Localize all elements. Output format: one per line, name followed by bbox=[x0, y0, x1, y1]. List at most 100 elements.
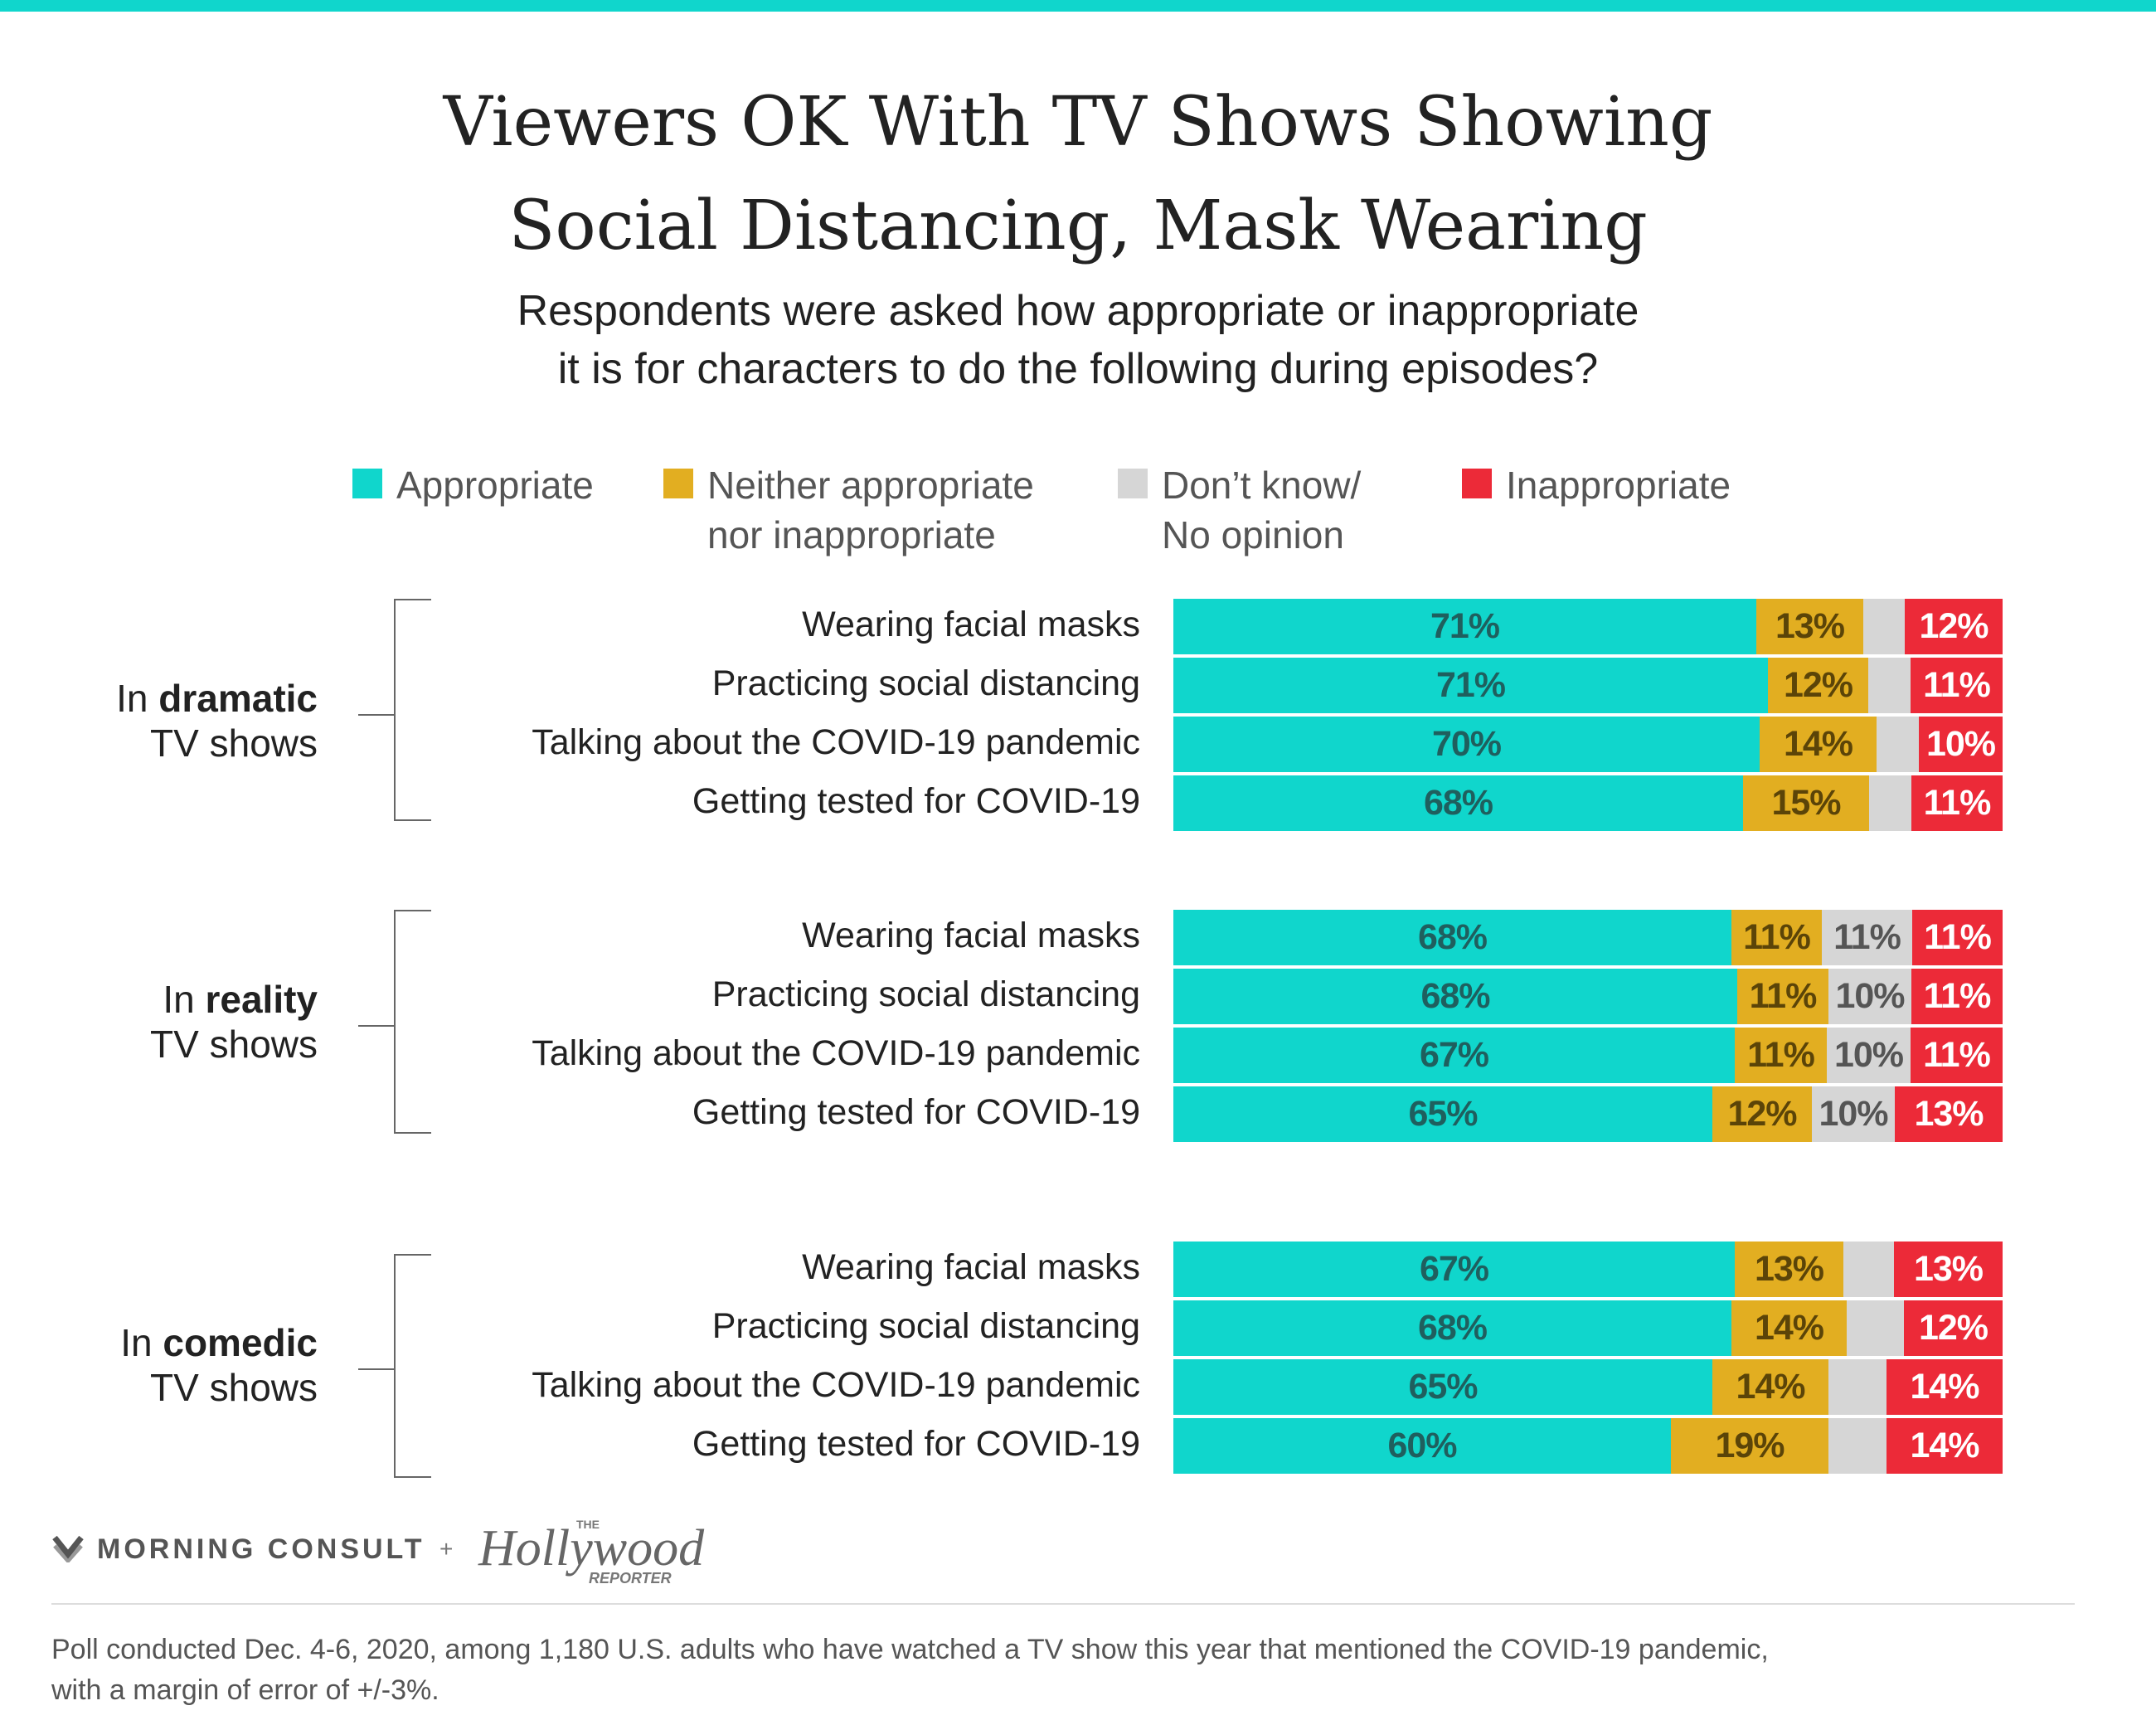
bar-segment-dont-know bbox=[1868, 658, 1911, 713]
bar-segment-neither: 13% bbox=[1756, 599, 1863, 654]
legend-swatch-dont-know bbox=[1118, 469, 1148, 498]
bar-segment-appropriate: 65% bbox=[1173, 1359, 1712, 1415]
group-bracket-tick bbox=[394, 1476, 431, 1478]
group-bracket bbox=[394, 1254, 396, 1478]
row-label: Talking about the COVID-19 pandemic bbox=[532, 722, 1140, 762]
chart-subtitle-line: Respondents were asked how appropriate o… bbox=[517, 287, 1639, 335]
row-label: Getting tested for COVID-19 bbox=[692, 1092, 1140, 1132]
group-suffix: TV shows bbox=[150, 722, 318, 765]
bar-segment-appropriate: 60% bbox=[1173, 1418, 1671, 1474]
legend-label: Neither appropriate bbox=[707, 464, 1034, 507]
bar-segment-inappropriate: 11% bbox=[1911, 969, 2003, 1024]
bar-segment-dont-know: 10% bbox=[1828, 969, 1911, 1024]
legend-item-appropriate: Appropriate bbox=[396, 460, 594, 510]
row-label: Wearing facial masks bbox=[802, 916, 1140, 955]
bar-segment-neither: 11% bbox=[1737, 969, 1828, 1024]
bar-segment-appropriate: 71% bbox=[1173, 599, 1756, 654]
group-emphasis: reality bbox=[205, 978, 318, 1021]
logo-separator: + bbox=[439, 1536, 454, 1562]
legend-label: Inappropriate bbox=[1506, 464, 1731, 507]
bar-segment-dont-know bbox=[1863, 599, 1905, 654]
bar-row: 65% 14% 14% bbox=[1173, 1359, 2003, 1415]
group-label-reality: In reality TV shows bbox=[83, 977, 318, 1067]
bar-segment-inappropriate: 10% bbox=[1919, 717, 2003, 772]
chart-title-line: Viewers OK With TV Shows Showing bbox=[443, 83, 1713, 162]
chart-subtitle-line: it is for characters to do the following… bbox=[557, 345, 1599, 393]
bar-segment-dont-know: 10% bbox=[1812, 1086, 1895, 1142]
group-bracket-tick bbox=[394, 1254, 431, 1256]
bar-segment-dont-know bbox=[1828, 1418, 1886, 1474]
bar-segment-inappropriate: 13% bbox=[1895, 1086, 2003, 1142]
bar-segment-inappropriate: 13% bbox=[1894, 1242, 2003, 1297]
legend-swatch-inappropriate bbox=[1462, 469, 1492, 498]
bar-segment-inappropriate: 11% bbox=[1911, 1028, 2003, 1083]
bar-segment-dont-know bbox=[1843, 1242, 1894, 1297]
bar-row: 68% 11% 11% 11% bbox=[1173, 910, 2003, 965]
bar-row: 67% 11% 10% 11% bbox=[1173, 1028, 2003, 1083]
chart-subtitle: Respondents were asked how appropriate o… bbox=[0, 282, 2156, 398]
row-label: Getting tested for COVID-19 bbox=[692, 781, 1140, 821]
legend-item-dont-know: Don’t know/ No opinion bbox=[1162, 460, 1361, 560]
bar-segment-inappropriate: 11% bbox=[1911, 658, 2003, 713]
group-prefix: In bbox=[120, 1321, 153, 1364]
note-line: Poll conducted Dec. 4-6, 2020, among 1,1… bbox=[51, 1634, 1769, 1665]
bar-segment-inappropriate: 12% bbox=[1904, 1300, 2003, 1356]
group-label-comedic: In comedic TV shows bbox=[83, 1320, 318, 1410]
methodology-note: Poll conducted Dec. 4-6, 2020, among 1,1… bbox=[51, 1630, 2042, 1711]
row-label: Talking about the COVID-19 pandemic bbox=[532, 1033, 1140, 1073]
bar-row: 71% 12% 11% bbox=[1173, 658, 2003, 713]
bar-row: 67% 13% 13% bbox=[1173, 1242, 2003, 1297]
group-bracket-stem bbox=[358, 714, 394, 716]
bar-row: 68% 15% 11% bbox=[1173, 775, 2003, 831]
bar-segment-neither: 12% bbox=[1712, 1086, 1812, 1142]
bar-row: 65% 12% 10% 13% bbox=[1173, 1086, 2003, 1142]
row-label: Wearing facial masks bbox=[802, 1247, 1140, 1287]
row-label: Wearing facial masks bbox=[802, 605, 1140, 644]
group-bracket-stem bbox=[358, 1025, 394, 1027]
bar-segment-dont-know bbox=[1877, 717, 1919, 772]
chart-title: Viewers OK With TV Shows Showing Social … bbox=[0, 70, 2156, 278]
group-bracket-tick bbox=[394, 819, 431, 821]
bar-row: 70% 14% 10% bbox=[1173, 717, 2003, 772]
row-label: Practicing social distancing bbox=[711, 974, 1140, 1014]
bar-segment-neither: 11% bbox=[1735, 1028, 1827, 1083]
legend-swatch-appropriate bbox=[352, 469, 382, 498]
bar-segment-appropriate: 67% bbox=[1173, 1242, 1735, 1297]
legend-label: Appropriate bbox=[396, 464, 594, 507]
bar-segment-neither: 12% bbox=[1768, 658, 1868, 713]
bar-segment-appropriate: 68% bbox=[1173, 969, 1737, 1024]
row-label: Practicing social distancing bbox=[711, 663, 1140, 703]
legend-label: No opinion bbox=[1162, 513, 1344, 556]
bar-segment-appropriate: 68% bbox=[1173, 910, 1731, 965]
logo-text-the: THE bbox=[576, 1518, 600, 1531]
morning-consult-logo-icon bbox=[52, 1535, 84, 1562]
bar-segment-inappropriate: 11% bbox=[1911, 775, 2003, 831]
bar-segment-appropriate: 68% bbox=[1173, 1300, 1731, 1356]
group-bracket bbox=[394, 910, 396, 1134]
group-bracket bbox=[394, 599, 396, 821]
bar-segment-appropriate: 68% bbox=[1173, 775, 1743, 831]
bar-segment-neither: 14% bbox=[1712, 1359, 1828, 1415]
bar-segment-inappropriate: 12% bbox=[1905, 599, 2003, 654]
bar-segment-dont-know bbox=[1847, 1300, 1904, 1356]
group-label-dramatic: In dramatic TV shows bbox=[83, 676, 318, 765]
legend-label: Don’t know/ bbox=[1162, 464, 1362, 507]
group-prefix: In bbox=[163, 978, 195, 1021]
top-accent-bar bbox=[0, 0, 2156, 12]
group-emphasis: dramatic bbox=[158, 677, 318, 720]
group-bracket-tick bbox=[394, 910, 431, 911]
legend-item-neither: Neither appropriate nor inappropriate bbox=[707, 460, 1034, 560]
bar-segment-neither: 13% bbox=[1735, 1242, 1843, 1297]
bar-row: 71% 13% 12% bbox=[1173, 599, 2003, 654]
group-suffix: TV shows bbox=[150, 1023, 318, 1066]
bar-row: 68% 14% 12% bbox=[1173, 1300, 2003, 1356]
bar-row: 60% 19% 14% bbox=[1173, 1418, 2003, 1474]
row-label: Practicing social distancing bbox=[711, 1306, 1140, 1346]
legend-item-inappropriate: Inappropriate bbox=[1506, 460, 1731, 510]
hollywood-reporter-logo: THE Hollywood REPORTER bbox=[478, 1518, 705, 1587]
bar-segment-dont-know bbox=[1828, 1359, 1886, 1415]
logo-text-hollywood: Hollywood bbox=[478, 1520, 705, 1577]
bar-segment-appropriate: 67% bbox=[1173, 1028, 1735, 1083]
bar-segment-neither: 11% bbox=[1731, 910, 1822, 965]
bar-segment-inappropriate: 14% bbox=[1886, 1359, 2003, 1415]
